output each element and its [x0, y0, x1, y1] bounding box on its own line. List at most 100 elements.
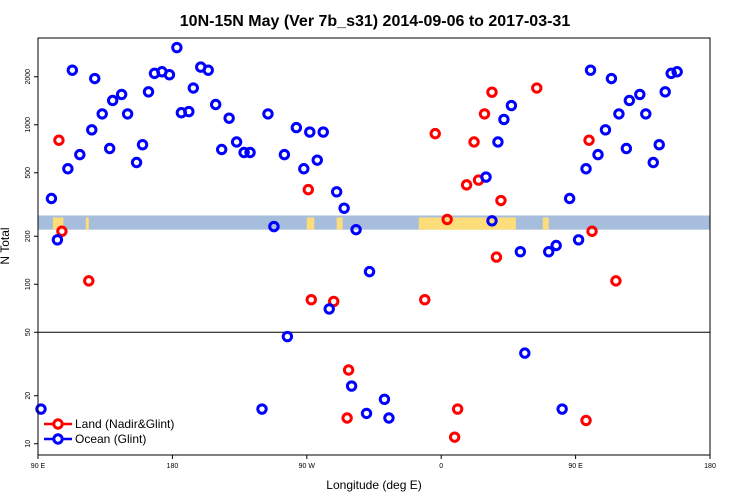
ocean-point: [659, 86, 671, 98]
ocean-point: [671, 66, 683, 78]
ocean-point: [103, 142, 116, 155]
land-point: [441, 213, 453, 226]
y-tick-label: 100: [25, 278, 32, 290]
ocean-point: [215, 143, 228, 156]
land-point: [583, 134, 595, 146]
legend-land-marker: [52, 418, 64, 430]
ocean-point: [623, 94, 636, 107]
ocean-point: [136, 138, 149, 151]
ocean-point: [498, 113, 510, 126]
y-tick-label: 10: [25, 440, 32, 448]
legend: Land (Nadir&Glint) Ocean (Glint): [44, 417, 174, 446]
land-point: [56, 225, 68, 237]
ocean-point: [383, 412, 395, 424]
ocean-point: [665, 67, 677, 80]
land-point: [448, 431, 461, 443]
x-tick-label: 90 W: [299, 463, 316, 470]
ocean-point: [640, 108, 652, 120]
ocean-point: [563, 192, 576, 205]
land-point: [419, 294, 431, 306]
ocean-point: [96, 108, 108, 120]
ocean-point: [89, 72, 101, 85]
ocean-point: [580, 163, 592, 175]
land-point: [342, 364, 355, 376]
ocean-point: [281, 330, 294, 343]
ocean-point: [187, 82, 200, 94]
x-tick-label: 90 E: [568, 463, 583, 470]
land-segment: [418, 217, 516, 230]
land-ocean-band: [38, 215, 710, 230]
land-segment: [52, 217, 64, 230]
y-axis-ticks: 10 20 50 100 200 500 1000 2000: [25, 69, 38, 448]
ocean-point: [45, 192, 58, 205]
land-point: [495, 194, 507, 207]
y-tick-label: 1000: [25, 117, 32, 133]
ocean-point: [35, 403, 47, 415]
ocean-point: [592, 148, 604, 161]
ocean-point: [223, 112, 235, 124]
land-point: [83, 275, 95, 287]
ocean-point: [304, 126, 316, 138]
ocean-point: [486, 215, 498, 227]
ocean-point: [599, 124, 612, 136]
ocean-point: [210, 98, 222, 111]
ocean-point: [238, 146, 250, 159]
ocean-point: [130, 156, 143, 169]
ocean-band: [38, 215, 710, 230]
ocean-point: [363, 265, 376, 278]
land-point: [586, 225, 598, 237]
land-point: [610, 275, 622, 287]
land-point: [341, 412, 353, 424]
ocean-point: [378, 393, 391, 405]
land-segment: [85, 217, 89, 230]
ocean-point: [634, 88, 646, 101]
ocean-point: [620, 142, 633, 155]
ocean-point: [317, 126, 329, 138]
ocean-point: [290, 121, 303, 134]
ocean-point: [142, 86, 155, 98]
legend-ocean-label: Ocean (Glint): [75, 432, 146, 446]
ocean-point: [338, 202, 350, 214]
ocean-point: [492, 136, 504, 148]
ocean-point: [262, 108, 274, 120]
ocean-point: [330, 186, 343, 198]
y-tick-label: 500: [25, 167, 32, 179]
ocean-point: [268, 220, 280, 233]
ocean-point: [345, 380, 358, 392]
ocean-point: [505, 99, 518, 112]
x-axis-label: Longitude (deg E): [326, 478, 421, 492]
x-axis-ticks: 90 E 180 90 W 0 90 E 180: [31, 455, 716, 470]
ocean-point: [163, 69, 176, 81]
land-segment: [306, 217, 315, 230]
x-tick-label: 180: [704, 463, 716, 470]
legend-ocean-marker: [52, 433, 64, 445]
ocean-point: [202, 64, 214, 76]
ocean-point: [51, 234, 64, 246]
ocean-point: [106, 94, 119, 107]
ocean-point: [230, 136, 243, 148]
ocean-point: [62, 163, 74, 175]
land-point: [580, 414, 592, 427]
land-point: [302, 183, 314, 196]
land-point: [53, 134, 65, 146]
ocean-point: [543, 246, 555, 258]
ocean-point: [311, 154, 323, 166]
ocean-point: [480, 171, 492, 183]
y-tick-label: 200: [25, 230, 32, 242]
ocean-point: [647, 156, 659, 169]
ocean-point: [171, 41, 183, 54]
ocean-point: [183, 105, 195, 118]
land-point: [486, 86, 498, 98]
ocean-point: [66, 64, 79, 76]
ocean-point: [613, 108, 625, 120]
ocean-point: [514, 246, 527, 258]
land-point: [451, 403, 464, 415]
land-point: [429, 127, 441, 140]
ocean-point: [86, 124, 98, 136]
land-segment: [542, 217, 549, 230]
ocean-point: [572, 234, 585, 246]
y-tick-label: 50: [25, 328, 32, 336]
ocean-point: [74, 148, 86, 161]
legend-land-label: Land (Nadir&Glint): [75, 417, 174, 431]
